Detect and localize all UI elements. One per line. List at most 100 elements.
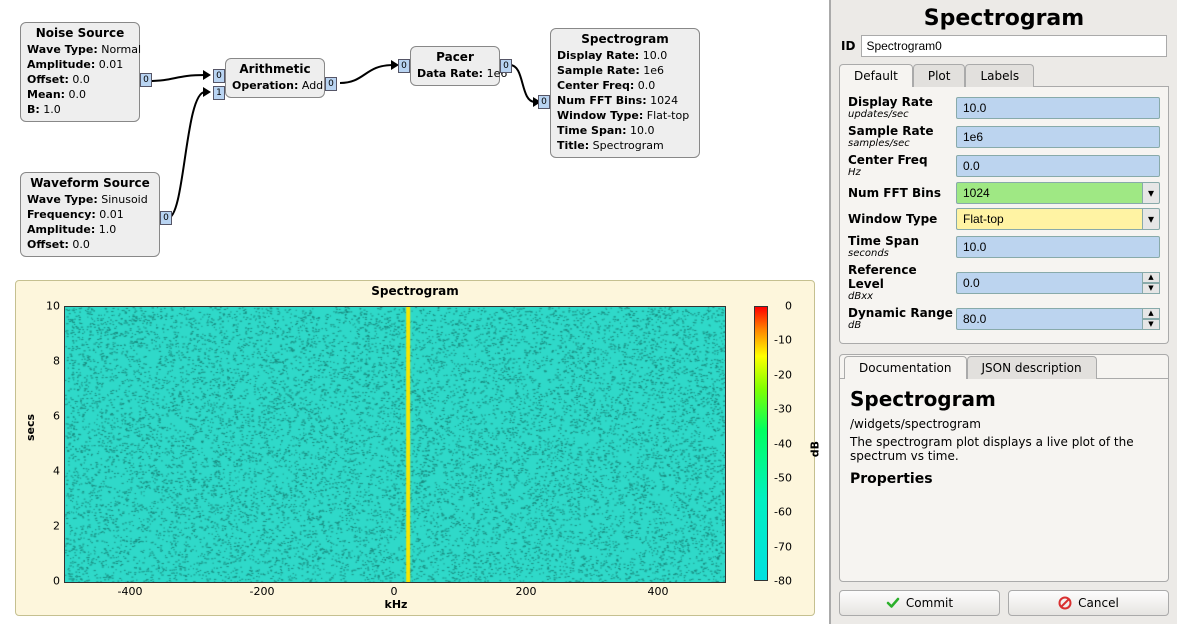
doc-area: DocumentationJSON description Spectrogra… bbox=[839, 354, 1169, 582]
cancel-label: Cancel bbox=[1078, 596, 1119, 610]
block-prop: Operation: Add bbox=[232, 78, 318, 93]
commit-label: Commit bbox=[906, 596, 953, 610]
port-in-1[interactable]: 1 bbox=[213, 86, 225, 100]
y-tick: 0 bbox=[46, 575, 60, 588]
port-out[interactable]: 0 bbox=[160, 211, 172, 225]
block-props: Display Rate: 10.0Sample Rate: 1e6Center… bbox=[557, 48, 693, 153]
doc-tab-documentation[interactable]: Documentation bbox=[844, 356, 967, 379]
port-in-0[interactable]: 0 bbox=[213, 69, 225, 83]
spin-up-icon[interactable]: ▲ bbox=[1142, 272, 1160, 283]
x-tick: -400 bbox=[118, 585, 143, 598]
block-arithmetic[interactable]: Arithmetic Operation: Add 0 1 0 bbox=[225, 58, 325, 98]
param-input[interactable] bbox=[956, 155, 1160, 177]
spectrogram-plot: Spectrogram secs kHz 0246810 -400-200020… bbox=[15, 280, 815, 616]
chevron-down-icon[interactable]: ▾ bbox=[1142, 182, 1160, 204]
param-row: Num FFT Bins ▾ bbox=[848, 182, 1160, 204]
block-prop: Wave Type: Sinusoid bbox=[27, 192, 153, 207]
params-tabs: DefaultPlotLabels bbox=[839, 63, 1169, 87]
x-tick: -200 bbox=[250, 585, 275, 598]
param-combo[interactable] bbox=[956, 208, 1142, 230]
x-tick: 0 bbox=[391, 585, 398, 598]
colorbar bbox=[754, 306, 768, 581]
port-in[interactable]: 0 bbox=[538, 95, 550, 109]
tab-default[interactable]: Default bbox=[839, 64, 913, 87]
block-prop: Time Span: 10.0 bbox=[557, 123, 693, 138]
block-title: Pacer bbox=[417, 50, 493, 66]
param-input[interactable] bbox=[956, 126, 1160, 148]
block-pacer[interactable]: Pacer Data Rate: 1e6 0 0 bbox=[410, 46, 500, 86]
block-prop: Data Rate: 1e6 bbox=[417, 66, 493, 81]
param-row: Time Spanseconds bbox=[848, 234, 1160, 259]
y-tick: 4 bbox=[46, 465, 60, 478]
panel-title: Spectrogram bbox=[831, 0, 1177, 33]
port-out[interactable]: 0 bbox=[500, 59, 512, 73]
colorbar-tick: -30 bbox=[774, 403, 792, 416]
doc-body: Spectrogram /widgets/spectrogram The spe… bbox=[840, 379, 1168, 497]
block-props: Wave Type: NormalAmplitude: 0.01Offset: … bbox=[27, 42, 133, 117]
commit-button[interactable]: Commit bbox=[839, 590, 1000, 616]
block-prop: Amplitude: 1.0 bbox=[27, 222, 153, 237]
y-tick: 2 bbox=[46, 520, 60, 533]
port-out[interactable]: 0 bbox=[140, 73, 152, 87]
colorbar-tick: 0 bbox=[785, 300, 792, 313]
block-waveform-source[interactable]: Waveform Source Wave Type: SinusoidFrequ… bbox=[20, 172, 160, 257]
y-tick: 10 bbox=[46, 300, 60, 313]
doc-desc: The spectrogram plot displays a live plo… bbox=[850, 435, 1158, 463]
block-prop: B: 1.0 bbox=[27, 102, 133, 117]
block-spectrogram[interactable]: Spectrogram Display Rate: 10.0Sample Rat… bbox=[550, 28, 700, 158]
colorbar-tick: -60 bbox=[774, 506, 792, 519]
param-row: Display Rateupdates/sec bbox=[848, 95, 1160, 120]
colorbar-tick: -50 bbox=[774, 471, 792, 484]
block-title: Noise Source bbox=[27, 26, 133, 42]
spin-up-icon[interactable]: ▲ bbox=[1142, 308, 1160, 319]
id-label: ID bbox=[841, 39, 861, 53]
param-combo[interactable] bbox=[956, 182, 1142, 204]
param-label: Window Type bbox=[848, 212, 956, 226]
tab-plot[interactable]: Plot bbox=[913, 64, 966, 87]
cancel-button[interactable]: Cancel bbox=[1008, 590, 1169, 616]
check-icon bbox=[886, 596, 900, 610]
y-tick: 8 bbox=[46, 355, 60, 368]
tab-labels[interactable]: Labels bbox=[965, 64, 1034, 87]
properties-panel: Spectrogram ID DefaultPlotLabels Display… bbox=[830, 0, 1177, 624]
block-prop: Title: Spectrogram bbox=[557, 138, 693, 153]
doc-tab-json-description[interactable]: JSON description bbox=[967, 356, 1097, 379]
param-label: Reference LeveldBxx bbox=[848, 263, 956, 302]
doc-properties-heading: Properties bbox=[850, 471, 1158, 487]
spin-down-icon[interactable]: ▼ bbox=[1142, 319, 1160, 330]
param-input[interactable] bbox=[956, 236, 1160, 258]
param-input[interactable] bbox=[956, 97, 1160, 119]
block-props: Wave Type: SinusoidFrequency: 0.01Amplit… bbox=[27, 192, 153, 252]
colorbar-tick: -40 bbox=[774, 437, 792, 450]
flowgraph-canvas[interactable]: Noise Source Wave Type: NormalAmplitude:… bbox=[0, 0, 830, 624]
y-tick: 6 bbox=[46, 410, 60, 423]
plot-title: Spectrogram bbox=[16, 281, 814, 298]
spin-down-icon[interactable]: ▼ bbox=[1142, 283, 1160, 294]
port-in[interactable]: 0 bbox=[398, 59, 410, 73]
x-tick: 200 bbox=[516, 585, 537, 598]
block-noise-source[interactable]: Noise Source Wave Type: NormalAmplitude:… bbox=[20, 22, 140, 122]
param-row: Window Type ▾ bbox=[848, 208, 1160, 230]
param-row: Sample Ratesamples/sec bbox=[848, 124, 1160, 149]
x-axis-label: kHz bbox=[16, 598, 776, 611]
chevron-down-icon[interactable]: ▾ bbox=[1142, 208, 1160, 230]
block-prop: Offset: 0.0 bbox=[27, 72, 133, 87]
id-input[interactable] bbox=[861, 35, 1167, 57]
param-label: Display Rateupdates/sec bbox=[848, 95, 956, 120]
param-row: Reference LeveldBxx ▲▼ bbox=[848, 263, 1160, 302]
param-spin[interactable] bbox=[956, 272, 1142, 294]
param-label: Dynamic RangedB bbox=[848, 306, 956, 331]
block-title: Arithmetic bbox=[232, 62, 318, 78]
block-prop: Center Freq: 0.0 bbox=[557, 78, 693, 93]
param-label: Num FFT Bins bbox=[848, 186, 956, 200]
block-prop: Mean: 0.0 bbox=[27, 87, 133, 102]
param-spin[interactable] bbox=[956, 308, 1142, 330]
block-prop: Num FFT Bins: 1024 bbox=[557, 93, 693, 108]
block-prop: Amplitude: 0.01 bbox=[27, 57, 133, 72]
block-props: Operation: Add bbox=[232, 78, 318, 93]
colorbar-tick: -80 bbox=[774, 575, 792, 588]
param-label: Center FreqHz bbox=[848, 153, 956, 178]
port-out[interactable]: 0 bbox=[325, 77, 337, 91]
x-tick: 400 bbox=[648, 585, 669, 598]
param-label: Sample Ratesamples/sec bbox=[848, 124, 956, 149]
